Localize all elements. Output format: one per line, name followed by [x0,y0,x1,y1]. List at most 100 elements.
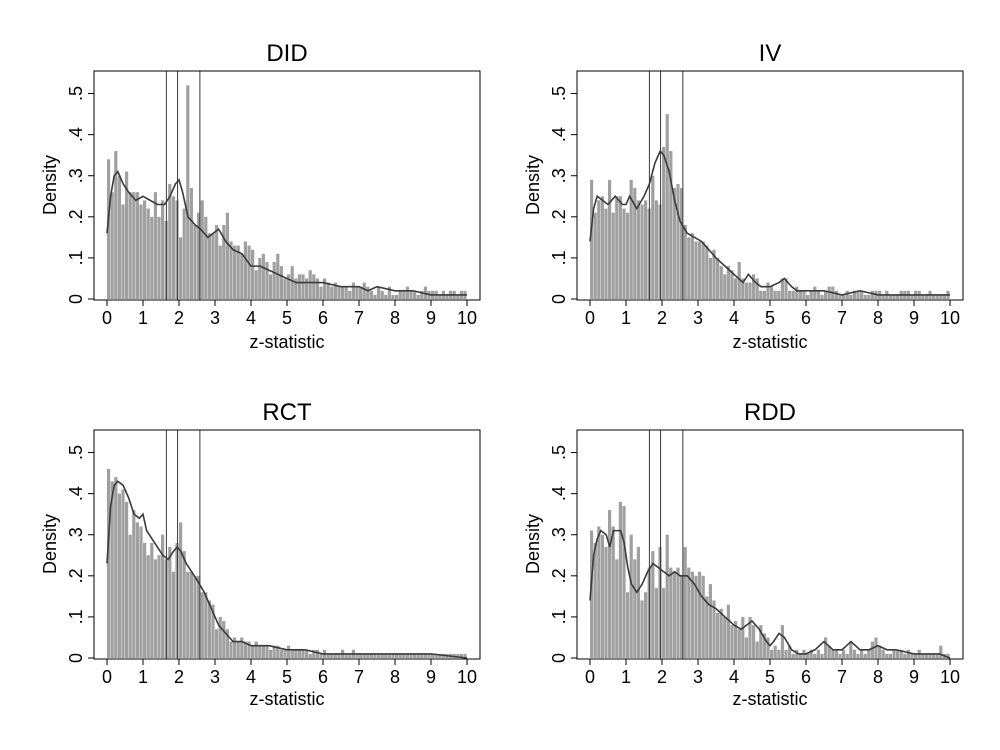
histogram-bar [305,278,309,299]
histogram-bar [712,600,716,658]
y-tick-label: .2 [66,209,86,224]
histogram-bar [438,294,442,299]
histogram-bar [867,294,871,299]
histogram-bar [665,534,669,658]
histogram-bar [366,286,370,299]
histogram-bar [838,294,842,299]
histogram-bar [626,212,630,299]
histogram-bar [842,294,846,299]
histogram-bar [247,641,251,658]
histogram-bar [355,653,359,658]
histogram-bar [186,571,190,658]
histogram-bar [146,208,150,299]
histogram-bar [766,282,770,299]
histogram-bar [240,637,244,658]
histogram-bar [456,653,460,658]
histogram-bar [333,653,337,658]
histogram-bar [870,641,874,658]
histogram-bar [121,489,125,658]
histogram-bar [910,294,914,299]
histogram-bar [600,534,604,658]
histogram-bar [734,278,738,299]
histogram-bar [924,294,928,299]
histogram-bar [698,571,702,658]
histogram-bar [380,653,384,658]
histogram-bar [323,278,327,299]
histogram-bar [795,649,799,658]
x-tick-label: 7 [837,667,847,687]
x-tick-label: 9 [909,308,919,328]
histogram-bar [139,526,143,658]
histogram-bar [888,294,892,299]
histogram-bar [326,282,330,299]
y-axis-label: Density [523,514,543,574]
y-tick-label: 0 [66,653,86,663]
histogram-bar [809,649,813,658]
histogram-bar [831,649,835,658]
y-tick-label: .5 [66,445,86,460]
density-curve [589,529,951,659]
histogram-bar [222,225,226,299]
y-axis-label: Density [40,514,60,574]
histogram-bar [622,505,626,658]
histogram-bar [215,629,219,658]
histogram-bar [233,637,237,658]
y-tick-label: .2 [549,568,569,583]
y-tick-label: 0 [549,653,569,663]
histogram-bar [258,645,262,658]
histogram-bar [297,649,301,658]
histogram-bar [615,196,619,299]
y-tick-label: .4 [66,486,86,501]
histogram-bar [463,653,467,658]
histogram-bar [676,183,680,299]
reference-lines [165,71,201,300]
panel-rdd: RDD 0 1 2 3 4 5 6 7 8 9 100.1.2.3.4.5 z-statistic … [523,399,964,709]
x-tick-label: 6 [318,308,328,328]
histogram-bar [445,294,449,299]
x-tick-label: 5 [765,667,775,687]
histogram-bar [135,192,139,299]
histogram-bar [849,641,853,658]
histogram-bar [341,286,345,299]
histogram-bar [654,588,658,658]
histogram-bar [784,649,788,658]
histogram-bar [186,85,190,299]
histogram-bar [662,588,666,658]
x-tick-label: 0 [102,308,112,328]
y-tick-label: .1 [66,250,86,265]
histogram-bar [737,262,741,299]
histogram-bar [658,547,662,658]
histogram-bar [384,294,388,299]
histogram-bar [373,653,377,658]
histogram-bar [759,625,763,658]
histogram-bar [391,294,395,299]
histogram-bar [734,621,738,658]
histogram-bar [921,653,925,658]
histogram-bar [924,653,928,658]
histogram-bar [107,468,111,658]
histogram-bar [885,653,889,658]
histogram-bar [193,575,197,658]
histogram-bar [856,653,860,658]
histogram-bar [723,616,727,658]
histogram-bar [405,286,409,299]
histogram-bar [243,241,247,299]
histogram-bar [297,274,301,299]
histogram-bar [813,653,817,658]
histogram-bar [752,274,756,299]
histogram-bar [204,216,208,299]
histogram-bar [777,649,781,658]
histogram-bar [384,653,388,658]
histogram-bar [748,616,752,658]
histogram-bar [153,192,157,299]
panel-title: IV [759,40,782,67]
x-tick-label: 1 [621,308,631,328]
x-tick-label: 2 [174,667,184,687]
y-tick-label: .3 [549,168,569,183]
histogram-bar [117,493,121,658]
histogram-bar [344,653,348,658]
histogram-bar [687,237,691,299]
histogram-bar [651,175,655,299]
panel-title: RDD [744,399,796,426]
histogram-bar [276,253,280,299]
